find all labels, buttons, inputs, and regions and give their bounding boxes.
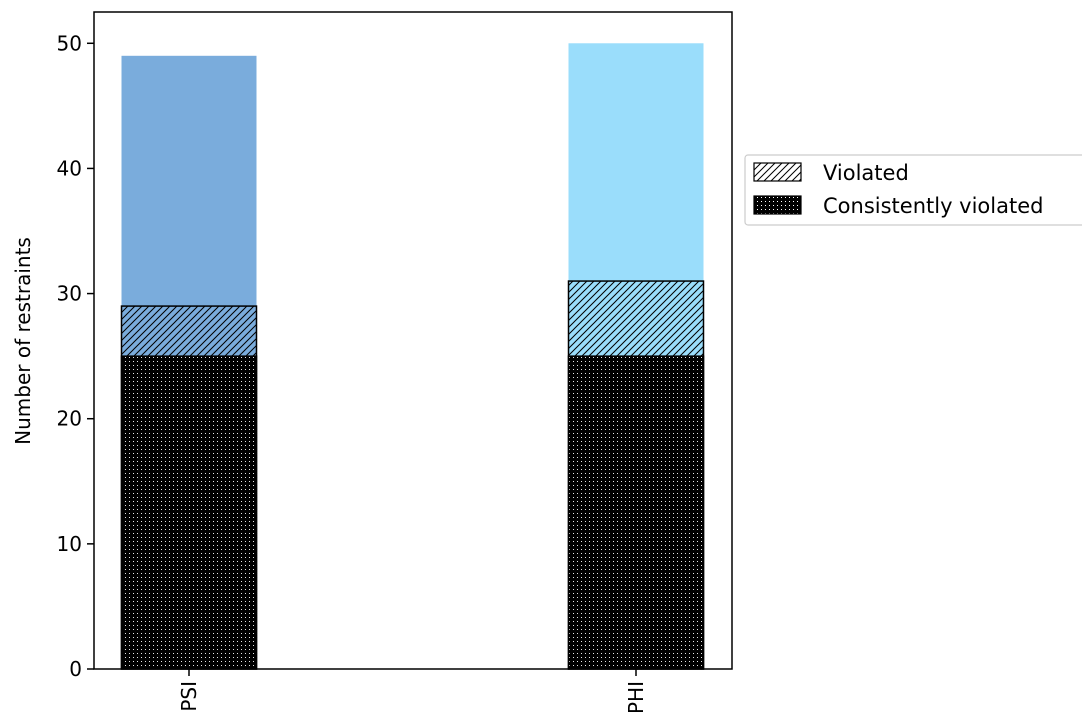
y-tick-label-50: 50 <box>57 31 82 55</box>
x-tick-label-psi: PSI <box>177 681 201 712</box>
legend-label-violated: Violated <box>823 161 909 185</box>
bar-consistently-violated-psi <box>120 355 258 670</box>
x-tick-label-phi: PHI <box>624 681 648 714</box>
bars-layer <box>120 43 705 670</box>
y-tick-label-40: 40 <box>57 156 82 180</box>
legend: Violated Consistently violated <box>744 154 1082 226</box>
y-tick-label-0: 0 <box>69 657 82 681</box>
legend-swatch-violated <box>753 162 802 182</box>
legend-frame <box>744 154 1082 226</box>
y-tick-label-20: 20 <box>57 407 82 431</box>
bar-consistently-violated-phi <box>567 355 705 670</box>
plot-frame <box>93 11 733 670</box>
y-axis: 0 10 20 30 40 50 <box>57 31 94 681</box>
x-axis: PSI PHI <box>177 669 648 714</box>
legend-entry-consistently-violated: Consistently violated <box>753 194 1043 218</box>
legend-entry-violated: Violated <box>753 161 909 185</box>
y-tick-label-10: 10 <box>57 532 82 556</box>
y-tick-label-30: 30 <box>57 282 82 306</box>
legend-label-consistently-violated: Consistently violated <box>823 194 1043 218</box>
y-axis-label: Number of restraints <box>11 237 35 445</box>
legend-swatch-consistently-violated <box>753 195 802 215</box>
